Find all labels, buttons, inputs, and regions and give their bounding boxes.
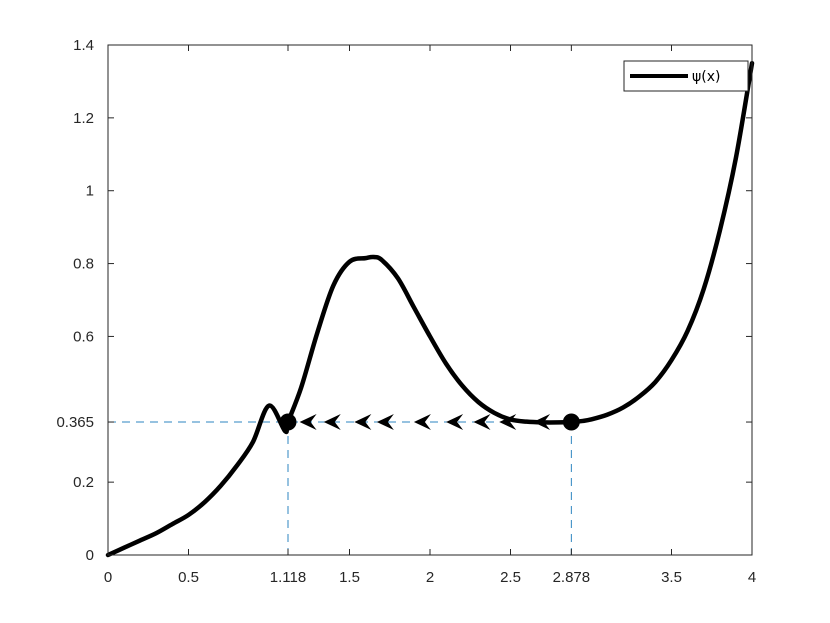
x-tick-label-7: 3.5 xyxy=(661,569,682,586)
flow-arrow-1 xyxy=(323,414,341,431)
x-tick-label-1: 0.5 xyxy=(178,569,199,586)
flow-arrow-4 xyxy=(413,414,431,431)
flow-arrow-8 xyxy=(533,414,551,431)
series-line-psi xyxy=(105,60,755,558)
x-tick-label-0: 0 xyxy=(104,569,112,586)
guide-lines xyxy=(108,421,572,555)
curve-layer xyxy=(105,60,755,558)
y-tick-label-7: 1.4 xyxy=(73,37,94,54)
y-tick-label-0: 0 xyxy=(86,547,94,564)
y-tick-label-3: 0.6 xyxy=(73,328,94,345)
x-tick-label-4: 2 xyxy=(426,569,434,586)
y-axis: 0 0.2 0.365 0.6 0.8 1 1.2 1.4 xyxy=(56,37,752,564)
fixed-point-0 xyxy=(279,413,297,431)
fixed-point-1 xyxy=(562,413,580,431)
y-tick-label-4: 0.8 xyxy=(73,256,94,273)
flow-arrow-7 xyxy=(499,414,517,431)
flow-arrow-3 xyxy=(376,414,394,431)
flow-arrow-5 xyxy=(446,414,464,431)
plot-area xyxy=(108,45,752,555)
flow-arrows xyxy=(299,414,551,431)
x-tick-label-8: 4 xyxy=(748,569,756,586)
legend: ψ(x) xyxy=(623,60,749,92)
y-tick-label-2: 0.365 xyxy=(56,414,94,431)
y-tick-label-1: 0.2 xyxy=(73,474,94,491)
y-tick-label-6: 1.2 xyxy=(73,110,94,127)
x-tick-label-6: 2.878 xyxy=(553,569,591,586)
x-tick-label-5: 2.5 xyxy=(500,569,521,586)
fixed-points xyxy=(279,413,580,431)
flow-arrow-0 xyxy=(299,414,317,431)
flow-arrow-2 xyxy=(354,414,372,431)
x-tick-label-3: 1.5 xyxy=(339,569,360,586)
x-axis: 0 0.5 1.118 1.5 2 2.5 2.878 3.5 4 xyxy=(104,45,756,586)
flow-arrow-6 xyxy=(473,414,491,431)
legend-label: ψ(x) xyxy=(692,69,720,85)
x-tick-label-2: 1.118 xyxy=(270,569,306,586)
y-tick-label-5: 1 xyxy=(86,183,94,200)
